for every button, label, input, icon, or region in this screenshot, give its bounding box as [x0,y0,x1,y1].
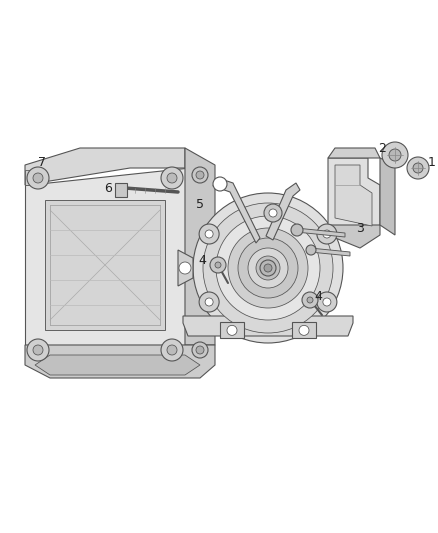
Polygon shape [185,148,215,345]
Circle shape [269,209,277,217]
Circle shape [205,230,213,238]
Text: 2: 2 [378,141,386,155]
Circle shape [27,339,49,361]
Circle shape [215,262,221,268]
Polygon shape [183,316,353,336]
Polygon shape [115,183,127,197]
Circle shape [227,325,237,335]
Circle shape [193,193,343,343]
Circle shape [291,224,303,236]
Text: 7: 7 [38,156,46,168]
Circle shape [199,224,219,244]
Polygon shape [328,158,380,235]
Polygon shape [328,148,380,158]
Circle shape [192,342,208,358]
Circle shape [228,228,308,308]
Circle shape [205,298,213,306]
Polygon shape [266,183,300,240]
Circle shape [167,345,177,355]
Circle shape [260,260,276,276]
Circle shape [161,167,183,189]
Circle shape [199,292,219,312]
Circle shape [161,339,183,361]
Circle shape [323,230,331,238]
Circle shape [33,345,43,355]
Circle shape [33,173,43,183]
Circle shape [413,163,423,173]
Circle shape [203,203,333,333]
Text: 1: 1 [428,156,436,168]
Polygon shape [213,178,260,243]
Circle shape [306,245,316,255]
Polygon shape [220,322,244,338]
Text: 5: 5 [196,198,204,212]
Circle shape [307,297,313,303]
Polygon shape [25,148,185,185]
Polygon shape [178,250,193,286]
Polygon shape [292,322,316,338]
Circle shape [196,346,204,354]
Polygon shape [25,168,185,345]
Text: 3: 3 [356,222,364,235]
Polygon shape [328,225,380,248]
Circle shape [216,216,320,320]
Polygon shape [35,355,200,375]
Polygon shape [45,200,165,330]
Circle shape [302,292,318,308]
Circle shape [179,262,191,274]
Circle shape [27,167,49,189]
Polygon shape [25,345,215,378]
Circle shape [248,248,288,288]
Circle shape [299,325,309,335]
Circle shape [256,256,280,280]
Circle shape [196,171,204,179]
Polygon shape [296,228,345,237]
Polygon shape [380,158,395,235]
Circle shape [264,264,272,272]
Circle shape [264,204,282,222]
Text: 4: 4 [198,254,206,266]
Text: 4: 4 [314,290,322,303]
Polygon shape [335,165,372,226]
Circle shape [317,292,337,312]
Polygon shape [25,170,45,185]
Circle shape [382,142,408,168]
Circle shape [407,157,429,179]
Circle shape [323,298,331,306]
Circle shape [167,173,177,183]
Circle shape [192,167,208,183]
Text: 6: 6 [104,182,112,195]
Circle shape [213,177,227,191]
Circle shape [238,238,298,298]
Circle shape [210,257,226,273]
Polygon shape [310,248,350,256]
Circle shape [389,149,401,161]
Circle shape [317,224,337,244]
